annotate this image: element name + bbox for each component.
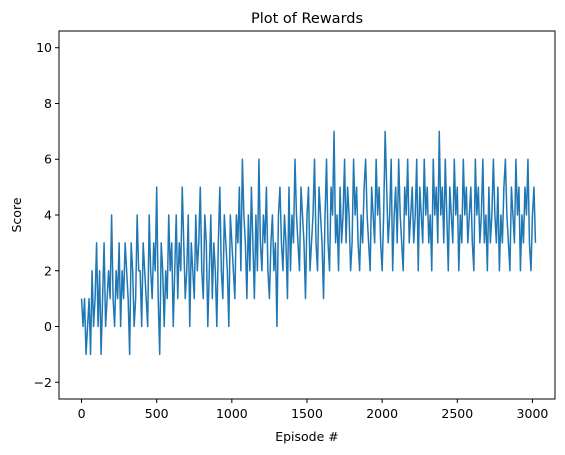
y-tick-label: 4 (44, 208, 52, 223)
x-tick-label: 500 (145, 406, 169, 421)
y-tick-label: −2 (34, 375, 52, 390)
y-tick-label: 2 (44, 263, 52, 278)
x-tick-label: 0 (78, 406, 86, 421)
y-tick-label: 0 (44, 319, 52, 334)
x-tick-label: 1000 (216, 406, 248, 421)
x-tick-label: 2000 (366, 406, 398, 421)
chart-title: Plot of Rewards (251, 11, 363, 27)
y-axis-ticks: −2 0 2 4 6 8 10 (34, 40, 59, 390)
plot-frame (58, 30, 556, 400)
y-tick-label: 6 (44, 152, 52, 167)
series-line-0 (80, 130, 537, 356)
y-axis-label: Score (9, 197, 24, 232)
y-tick-label: 8 (44, 96, 52, 111)
x-tick-label: 3000 (517, 406, 549, 421)
x-axis-ticks: 0 500 1000 1500 2000 2500 3000 (78, 399, 549, 421)
series-layer (80, 130, 537, 356)
y-tick-label: 10 (36, 40, 52, 55)
x-axis-label: Episode # (275, 429, 339, 444)
x-tick-label: 1500 (291, 406, 323, 421)
x-tick-label: 2500 (441, 406, 473, 421)
